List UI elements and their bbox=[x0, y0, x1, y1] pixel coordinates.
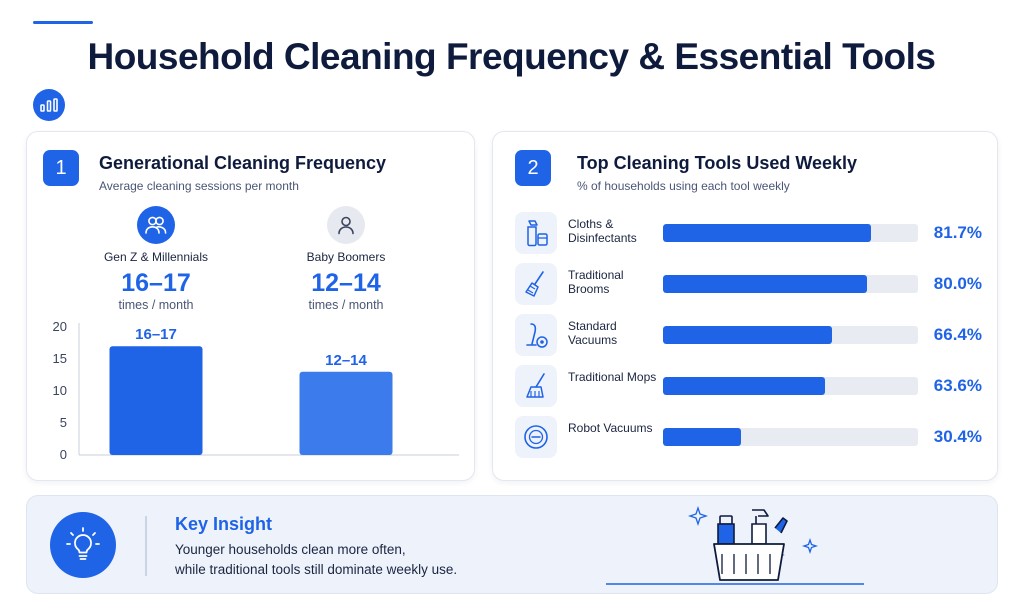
tool-row: Traditional Mops 63.6% bbox=[515, 365, 985, 407]
panel-subtitle: Average cleaning sessions per month bbox=[99, 179, 299, 193]
tool-percent: 30.4% bbox=[933, 427, 982, 446]
tool-row: Standard Vacuums 66.4% bbox=[515, 314, 985, 356]
tool-label: Cloths & Disinfectants bbox=[568, 217, 637, 245]
chart-bar bbox=[299, 371, 393, 455]
panel-title: Top Cleaning Tools Used Weekly bbox=[577, 153, 858, 173]
lightbulb-icon bbox=[50, 512, 116, 578]
tool-label: Traditional Brooms bbox=[568, 268, 624, 296]
group-people-icon bbox=[137, 206, 175, 244]
tool-percent: 80.0% bbox=[933, 274, 982, 293]
tool-bar-fill bbox=[663, 224, 872, 242]
insight-title: Key Insight bbox=[175, 514, 273, 534]
tool-bar-fill bbox=[663, 428, 741, 446]
tool-bar-track bbox=[663, 224, 918, 242]
robot-vacuum-icon bbox=[515, 416, 557, 458]
tool-bar-fill bbox=[663, 326, 833, 344]
cleaning-supplies-basket-icon bbox=[606, 505, 864, 585]
group-unit: times / month bbox=[308, 298, 384, 312]
page-title: Household Cleaning Frequency & Essential… bbox=[87, 36, 936, 77]
tool-bar-track bbox=[663, 326, 918, 344]
tool-bar-track bbox=[663, 275, 918, 293]
bar-chart-icon bbox=[33, 89, 65, 121]
tool-label: Traditional Mops bbox=[568, 370, 657, 384]
panel-number-badge: 1 bbox=[43, 150, 79, 186]
tool-percent: 63.6% bbox=[933, 376, 982, 395]
insight-text-line: Younger households clean more often, bbox=[175, 542, 406, 557]
mop-icon bbox=[515, 365, 557, 407]
group-label: Gen Z & Millennials bbox=[103, 250, 209, 264]
broom-icon bbox=[515, 263, 557, 305]
vacuum-icon bbox=[515, 314, 557, 356]
header-accent-line bbox=[33, 21, 93, 24]
tool-bar-track bbox=[663, 428, 918, 446]
y-tick-label: 0 bbox=[60, 447, 67, 462]
tool-row: Cloths & Disinfectants 81.7% bbox=[515, 212, 985, 254]
tool-bar-fill bbox=[663, 377, 826, 395]
y-tick-label: 5 bbox=[60, 415, 67, 430]
y-tick-label: 20 bbox=[53, 319, 67, 334]
panel-title: Generational Cleaning Frequency bbox=[99, 153, 387, 173]
group-unit: times / month bbox=[118, 298, 194, 312]
y-tick-label: 10 bbox=[53, 383, 67, 398]
insight-text-line: while traditional tools still dominate w… bbox=[175, 562, 458, 577]
panel-subtitle: % of households using each tool weekly bbox=[577, 179, 790, 193]
top-tools-panel: 2 Top Cleaning Tools Used Weekly % of ho… bbox=[492, 131, 998, 481]
y-tick-label: 15 bbox=[53, 351, 67, 366]
bar-value-label: 16–17 bbox=[135, 326, 177, 343]
tool-label: Standard Vacuums bbox=[568, 319, 618, 347]
chart-bar bbox=[109, 346, 203, 455]
group-value: 12–14 bbox=[311, 269, 381, 297]
generational-bar-chart: 0 5 10 15 20 16–17 12–14 bbox=[53, 319, 459, 462]
panel-number-badge: 2 bbox=[515, 150, 551, 186]
spray-bottle-icon bbox=[515, 212, 557, 254]
tool-bar-fill bbox=[663, 275, 867, 293]
insight-divider bbox=[145, 516, 147, 576]
group-value: 16–17 bbox=[121, 269, 191, 297]
key-insight-banner: Key Insight Younger households clean mor… bbox=[26, 495, 998, 594]
tool-row: Robot Vacuums 30.4% bbox=[515, 416, 985, 458]
tool-row: Traditional Brooms 80.0% bbox=[515, 263, 985, 305]
bar-value-label: 12–14 bbox=[325, 352, 367, 369]
tool-percent: 66.4% bbox=[933, 325, 982, 344]
tool-bar-track bbox=[663, 377, 918, 395]
tool-percent: 81.7% bbox=[933, 223, 982, 242]
group-label: Baby Boomers bbox=[306, 250, 386, 264]
person-icon bbox=[327, 206, 365, 244]
generational-frequency-panel: 1 Generational Cleaning Frequency Averag… bbox=[26, 131, 475, 481]
tool-label: Robot Vacuums bbox=[568, 421, 653, 435]
